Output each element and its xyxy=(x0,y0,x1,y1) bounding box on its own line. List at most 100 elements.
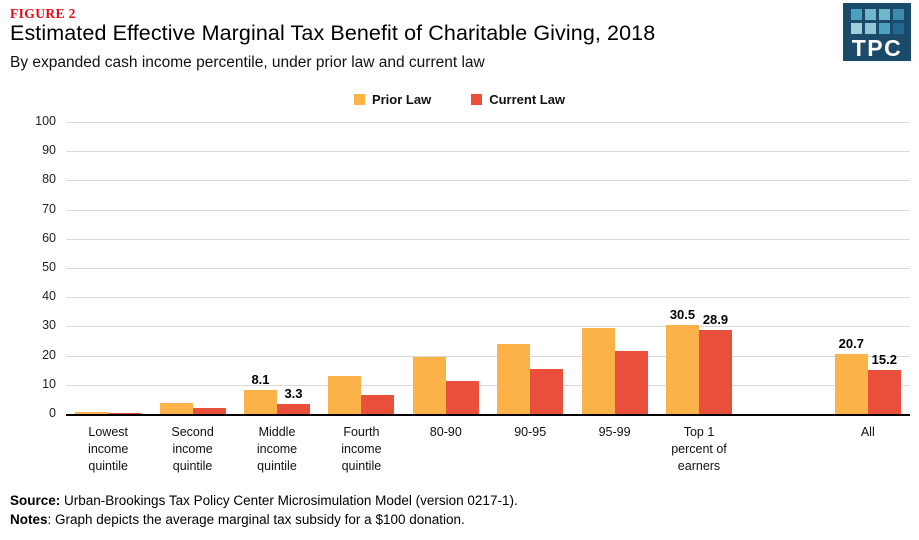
y-axis-tick-label: 80 xyxy=(42,172,56,187)
tpc-logo: TPC xyxy=(843,3,911,61)
x-axis-category-label-line: Middle xyxy=(258,425,296,439)
x-axis-category-label: Fourth income quintile xyxy=(319,424,403,475)
legend-item: Current Law xyxy=(471,92,565,107)
logo-square xyxy=(892,9,904,20)
y-axis-tick-label: 100 xyxy=(35,114,56,128)
gridline xyxy=(66,180,910,182)
bar-current-law xyxy=(108,412,142,414)
source-label: Source: xyxy=(10,493,61,508)
x-axis: Lowest income quintile Second income quintile… xyxy=(66,424,910,484)
logo-square xyxy=(850,23,862,34)
gridline xyxy=(66,209,910,211)
x-axis-category-label-line: Top 1 xyxy=(683,425,715,439)
bar-group: 20.7 15.2 xyxy=(826,336,910,414)
y-axis-tick-label: 60 xyxy=(42,230,56,245)
x-axis-category-label-line: income xyxy=(256,442,298,456)
y-axis-tick-label: 30 xyxy=(42,318,56,333)
bar-prior-law xyxy=(412,356,446,414)
x-axis-category-label: Middle income quintile xyxy=(235,424,319,475)
x-axis-category-label-line: All xyxy=(860,425,875,439)
bar-prior-law: 8.1 xyxy=(243,372,277,414)
figure-label: FIGURE 2 xyxy=(10,6,76,21)
gridline xyxy=(66,238,910,240)
plot-area: 8.1 3.3 30.5 28.9 20.7 15.2 xyxy=(66,122,910,416)
notes-line: Notes: Graph depicts the average margina… xyxy=(10,510,518,529)
legend-swatch-icon xyxy=(353,94,365,105)
bar-group xyxy=(488,344,572,414)
x-axis-category-label: All xyxy=(826,424,910,441)
bar-current-law xyxy=(614,351,648,414)
gridline xyxy=(66,297,910,299)
x-axis-category-label: Second income quintile xyxy=(150,424,234,475)
notes-text: : Graph depicts the average marginal tax… xyxy=(47,512,465,527)
y-axis-tick-label: 90 xyxy=(42,143,56,158)
notes-label: Notes xyxy=(10,512,48,527)
legend-label: Current Law xyxy=(489,92,566,107)
x-axis-category-label-line: income xyxy=(172,442,213,456)
bar-current-law xyxy=(530,369,564,414)
y-axis-tick-label: 40 xyxy=(42,289,56,304)
subtitle: By expanded cash income percentile, unde… xyxy=(10,54,485,71)
bar-group xyxy=(572,327,656,414)
x-axis-category-label: Top 1 percent of earners xyxy=(657,424,741,475)
logo-grid-icon xyxy=(850,9,904,34)
legend-item: Prior Law xyxy=(353,92,432,107)
bar-prior-law: 30.5 xyxy=(665,307,699,414)
x-axis-category-label-line: Fourth xyxy=(343,425,380,439)
y-axis-tick-label: 10 xyxy=(42,376,56,391)
bar-prior-law xyxy=(497,344,531,414)
x-axis-category-label: 95-99 xyxy=(572,424,656,441)
bar-prior-law xyxy=(159,402,193,414)
chart-legend: Prior Law Current Law xyxy=(0,92,919,107)
x-axis-category-label-line: 90-95 xyxy=(514,425,547,439)
logo-square xyxy=(878,23,890,34)
gridline xyxy=(66,326,910,328)
bar-group xyxy=(319,376,403,414)
x-axis-category-label-line: Lowest xyxy=(88,425,128,439)
logo-square xyxy=(878,9,890,20)
bar-group xyxy=(404,356,488,414)
logo-square xyxy=(864,23,876,34)
bar-current-law xyxy=(445,381,479,414)
bar-group: 8.1 3.3 xyxy=(235,372,319,414)
gridline xyxy=(66,355,910,357)
x-axis-category-label-line: quintile xyxy=(257,459,297,473)
bar-current-law: 3.3 xyxy=(276,386,310,414)
x-axis-category-label-line: income xyxy=(88,442,129,456)
gridline xyxy=(66,384,910,386)
y-axis-tick-label: 20 xyxy=(42,347,56,362)
bar-value-label: 3.3 xyxy=(284,386,303,402)
footer: Source: Urban-Brookings Tax Policy Cente… xyxy=(10,491,518,529)
x-axis-category-label-line: quintile xyxy=(88,459,128,473)
bar-prior-law xyxy=(581,327,615,414)
bar-prior-law xyxy=(75,411,109,414)
logo-square xyxy=(864,9,876,20)
x-axis-category-label-line: quintile xyxy=(172,459,213,473)
bar-group: 30.5 28.9 xyxy=(657,307,741,414)
source-line: Source: Urban-Brookings Tax Policy Cente… xyxy=(10,491,518,510)
gridline xyxy=(66,151,910,153)
y-axis-tick-label: 0 xyxy=(49,406,56,420)
x-axis-category-label-line: 95-99 xyxy=(598,425,631,439)
y-axis-tick-label: 50 xyxy=(42,260,56,274)
bar-group xyxy=(66,411,150,414)
bar-value-label: 8.1 xyxy=(251,372,270,388)
gridline xyxy=(66,268,910,269)
bar-value-label: 15.2 xyxy=(871,351,897,367)
x-axis-category-label-line: quintile xyxy=(341,459,382,473)
x-axis-category-label: 80-90 xyxy=(404,424,488,441)
x-axis-category-label-line: earners xyxy=(677,459,721,473)
bar-value-label: 28.9 xyxy=(702,311,729,327)
legend-swatch-icon xyxy=(471,94,483,105)
logo-text: TPC xyxy=(851,35,903,61)
gridline xyxy=(66,122,910,123)
page-title: Estimated Effective Marginal Tax Benefit… xyxy=(10,21,656,45)
bar-current-law: 28.9 xyxy=(698,312,732,414)
x-axis-category-label: Lowest income quintile xyxy=(66,424,150,475)
bar-current-law xyxy=(192,408,226,414)
legend-label: Prior Law xyxy=(371,92,432,107)
bar-prior-law xyxy=(328,376,362,414)
bar-current-law xyxy=(361,395,395,414)
source-text: Urban-Brookings Tax Policy Center Micros… xyxy=(60,493,518,508)
